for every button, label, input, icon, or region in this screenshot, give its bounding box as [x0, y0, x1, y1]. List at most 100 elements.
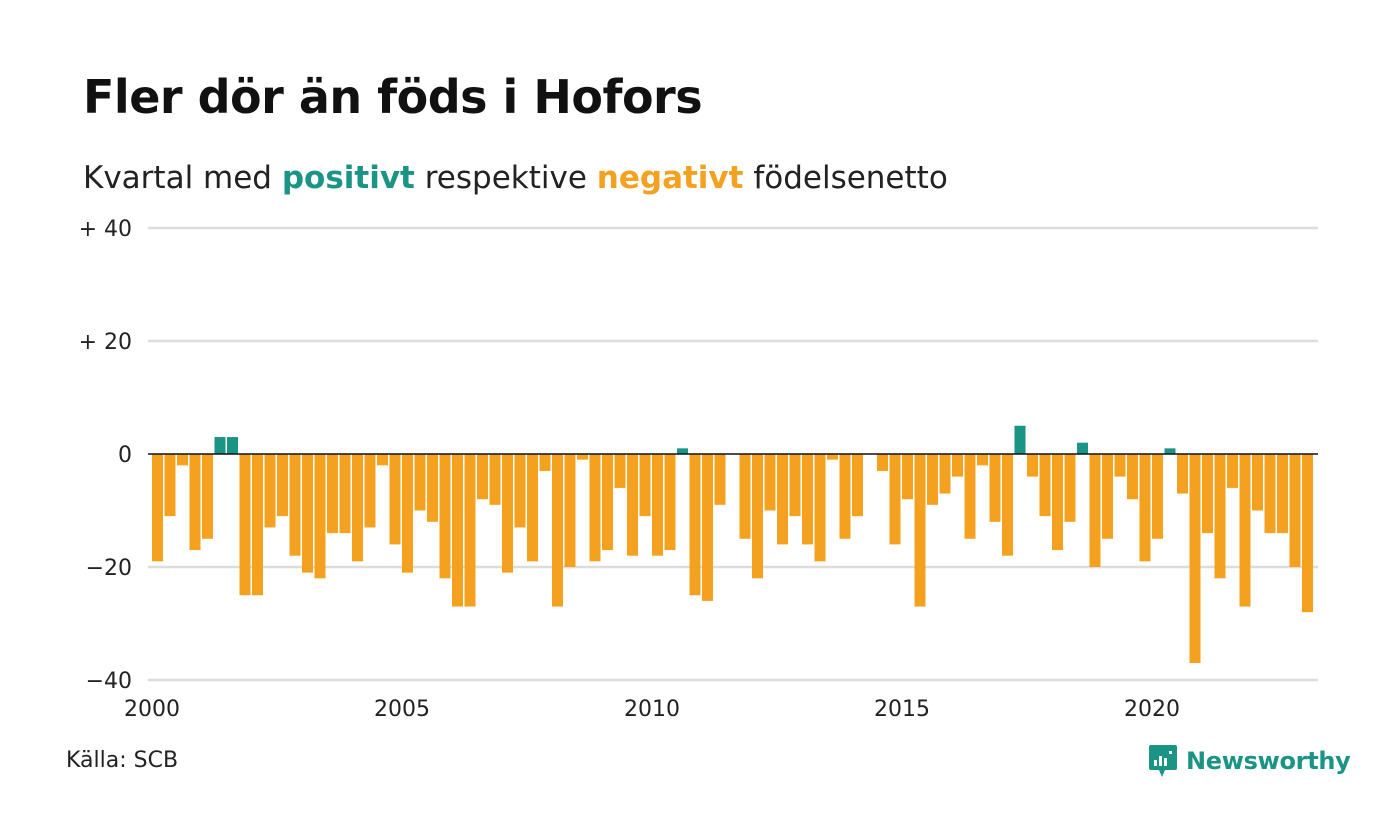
- y-tick-label: + 20: [79, 330, 132, 355]
- bar-negative: [264, 454, 276, 528]
- bar-positive: [677, 448, 688, 454]
- bar-negative: [1139, 454, 1151, 562]
- bar-negative: [877, 454, 888, 471]
- newsworthy-logo-icon: [1149, 745, 1177, 777]
- bar-negative: [552, 454, 563, 607]
- subtitle-middle: respektive: [414, 160, 597, 196]
- bar-negative: [289, 454, 301, 556]
- bar-negative: [627, 454, 638, 556]
- bar-negative: [1127, 454, 1138, 500]
- x-axis-ticks: 2000 2005 2010 2015 2020: [124, 697, 1180, 722]
- bar-negative: [1089, 454, 1101, 567]
- bar-negative: [902, 454, 913, 500]
- x-tick-label: 2010: [624, 697, 680, 722]
- bar-negative: [1152, 454, 1163, 539]
- bar-negative: [1064, 454, 1076, 522]
- bar-negative: [664, 454, 676, 551]
- bars: [152, 425, 1313, 664]
- bar-negative: [164, 454, 176, 517]
- bar-negative: [764, 454, 776, 511]
- chart-subtitle: Kvartal med positivt respektive negativt…: [83, 160, 948, 196]
- bar-negative: [814, 454, 826, 562]
- bar-negative: [202, 454, 213, 539]
- bar-negative: [439, 454, 451, 579]
- bar-negative: [739, 454, 751, 539]
- bar-negative: [1302, 454, 1313, 613]
- chart-title: Fler dör än föds i Hofors: [83, 70, 703, 124]
- bar-negative: [152, 454, 163, 562]
- bar-negative: [952, 454, 963, 477]
- bar-negative: [977, 454, 988, 466]
- bar-negative: [689, 454, 701, 596]
- bar-negative: [527, 454, 538, 562]
- x-tick-label: 2015: [874, 697, 930, 722]
- bar-negative: [1027, 454, 1038, 477]
- bar-negative: [414, 454, 426, 511]
- bar-negative: [1277, 454, 1288, 534]
- bar-negative: [889, 454, 901, 545]
- bar-positive: [1077, 442, 1088, 454]
- bar-negative: [752, 454, 763, 579]
- bar-negative: [339, 454, 351, 534]
- bar-negative: [589, 454, 601, 562]
- bar-negative: [702, 454, 713, 601]
- bar-negative: [1052, 454, 1063, 551]
- bar-negative: [1239, 454, 1251, 607]
- bar-negative: [602, 454, 613, 551]
- subtitle-prefix: Kvartal med: [83, 160, 282, 196]
- x-tick-label: 2005: [374, 697, 430, 722]
- bar-negative: [964, 454, 976, 539]
- y-tick-label: −20: [86, 556, 132, 581]
- bar-negative: [364, 454, 376, 528]
- bar-negative: [777, 454, 788, 545]
- bar-negative: [539, 454, 551, 471]
- y-tick-label: −40: [86, 669, 132, 694]
- bar-negative: [1227, 454, 1238, 488]
- newsworthy-brand[interactable]: Newsworthy: [1148, 744, 1351, 778]
- bar-negative: [177, 454, 188, 466]
- bar-negative: [802, 454, 813, 545]
- bar-negative: [302, 454, 313, 573]
- y-tick-label: 0: [118, 443, 132, 468]
- bar-negative: [1264, 454, 1276, 534]
- bar-negative: [827, 454, 838, 460]
- bar-negative: [377, 454, 388, 466]
- bar-negative: [939, 454, 951, 494]
- bar-positive: [1014, 425, 1026, 454]
- bar-negative: [1189, 454, 1201, 664]
- bar-negative: [327, 454, 338, 534]
- bar-negative: [452, 454, 463, 607]
- bar-negative: [914, 454, 926, 607]
- bar-negative: [1177, 454, 1188, 494]
- bar-negative: [514, 454, 526, 528]
- bar-negative: [1114, 454, 1126, 477]
- bar-negative: [839, 454, 851, 539]
- bar-positive: [227, 437, 238, 454]
- y-tick-label: + 40: [79, 217, 132, 242]
- bar-negative: [1202, 454, 1213, 534]
- bar-negative: [352, 454, 363, 562]
- subtitle-positive-word: positivt: [281, 160, 415, 196]
- bar-negative: [189, 454, 201, 551]
- x-tick-label: 2000: [124, 697, 180, 722]
- bar-negative: [852, 454, 863, 517]
- bar-positive: [1164, 448, 1176, 454]
- bar-negative: [639, 454, 651, 517]
- bar-negative: [389, 454, 401, 545]
- bar-negative: [1002, 454, 1013, 556]
- bar-negative: [1102, 454, 1113, 539]
- bar-negative: [502, 454, 513, 573]
- bar-negative: [614, 454, 626, 488]
- bar-negative: [402, 454, 413, 573]
- bar-negative: [989, 454, 1001, 522]
- bar-negative: [277, 454, 288, 517]
- bar-negative: [252, 454, 263, 596]
- bar-positive: [214, 437, 226, 454]
- bar-negative: [1252, 454, 1263, 511]
- source-label: Källa: SCB: [66, 748, 179, 773]
- bar-negative: [1214, 454, 1226, 579]
- x-tick-label: 2020: [1124, 697, 1180, 722]
- bar-negative: [1289, 454, 1301, 567]
- bar-negative: [564, 454, 576, 567]
